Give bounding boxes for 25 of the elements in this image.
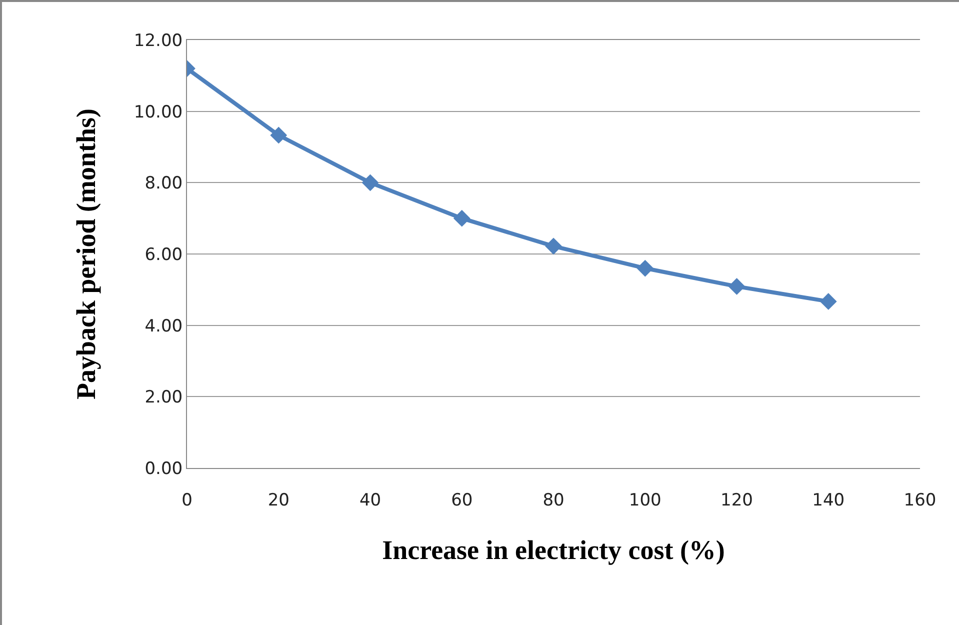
x-tick-label: 120 <box>720 490 753 510</box>
x-tick-label: 100 <box>628 490 662 510</box>
y-tick-label: 10.00 <box>134 102 183 122</box>
point <box>453 210 470 227</box>
x-tick-label: 80 <box>542 490 564 510</box>
y-tick-label: 8.00 <box>144 174 183 194</box>
point <box>362 174 379 192</box>
x-tick-label: 0 <box>182 490 192 510</box>
x-axis-title: Increase in electricty cost (%) <box>382 534 725 565</box>
y-tick-label: 12.00 <box>134 30 183 51</box>
x-tick-label: 20 <box>268 490 290 510</box>
y-tick-label: 4.00 <box>144 316 183 336</box>
point <box>545 238 562 255</box>
y-tick-label: 0.00 <box>144 458 183 479</box>
y-axis-title: Payback period (months) <box>70 108 101 400</box>
x-tick-label: 160 <box>904 490 936 510</box>
point <box>636 260 654 277</box>
y-tick-label: 2.00 <box>144 388 183 408</box>
x-tick-label: 140 <box>812 490 845 510</box>
x-tick-label: 40 <box>359 490 382 510</box>
y-tick-label: 6.00 <box>144 244 183 265</box>
x-tick-label: 60 <box>451 490 473 510</box>
point <box>270 126 288 144</box>
point <box>820 292 837 310</box>
point <box>728 278 746 295</box>
